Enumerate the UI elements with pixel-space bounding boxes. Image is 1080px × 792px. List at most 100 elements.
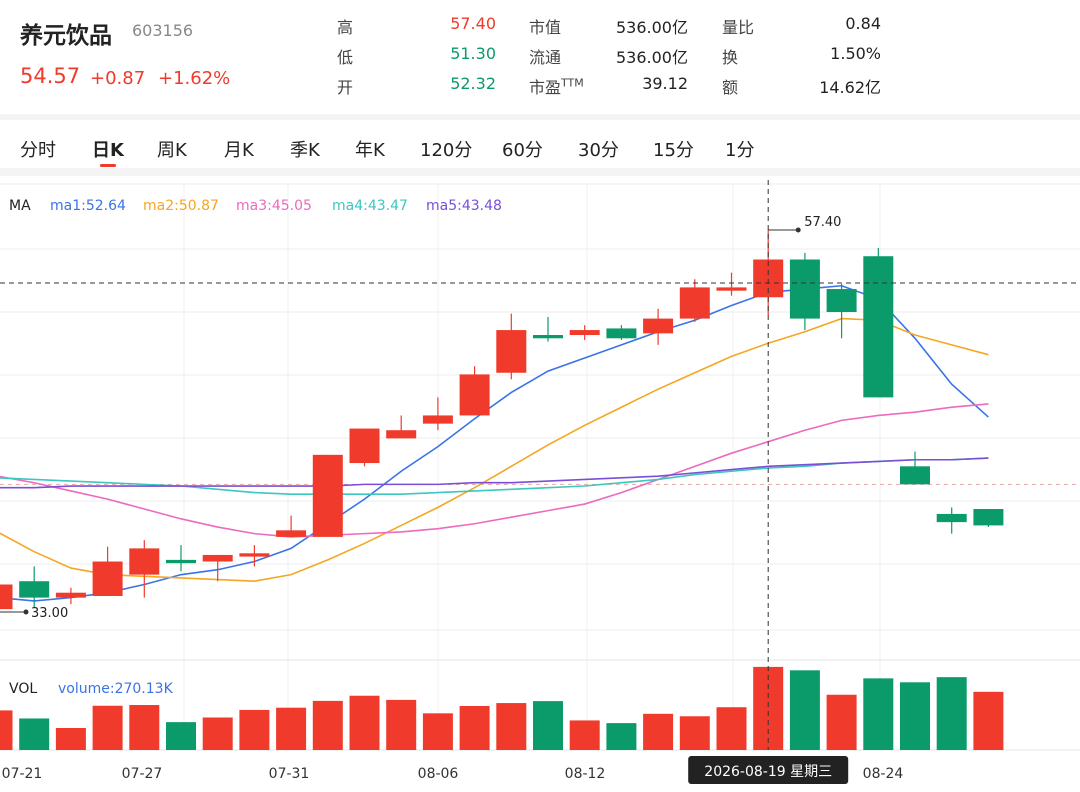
tab-daily-k[interactable]: 日K (92, 140, 124, 161)
date-tick-label: 08-06 (418, 766, 459, 782)
quote-value-high: 57.40 (450, 14, 496, 33)
low-marker-dot (23, 609, 29, 615)
volume-bar (202, 717, 233, 750)
ma-legend-item: ma1:52.64 (50, 198, 126, 214)
volume-bar (0, 710, 13, 750)
volume-bar (606, 723, 637, 750)
candle-body (129, 548, 160, 575)
vol-legend-value: volume:270.13K (58, 681, 173, 697)
quote-label-pe: 市盈TTM (529, 74, 584, 98)
candle-body (55, 592, 86, 598)
tab-monthly-k[interactable]: 月K (224, 140, 254, 161)
quote-header: 养元饮品 603156 54.57 +0.87 +1.62% 高 57.40 低… (0, 0, 1080, 114)
tab-yearly-k[interactable]: 年K (355, 140, 385, 161)
ma-legend-item: ma5:43.48 (426, 198, 502, 214)
candle-body (276, 530, 307, 537)
tab-1min[interactable]: 1分 (725, 140, 755, 161)
quote-label-float-cap: 流通 (529, 48, 562, 67)
volume-bar (753, 666, 784, 750)
volume-bar (533, 701, 563, 750)
candle-body (312, 454, 343, 537)
vol-legend-title: VOL (9, 681, 38, 697)
tab-weekly-k[interactable]: 周K (157, 140, 187, 161)
volume-bar (973, 691, 1004, 750)
ma-legend-item: ma4:43.47 (332, 198, 408, 214)
quote-value-turnover: 1.50% (830, 44, 881, 63)
quote-value-volume-ratio: 0.84 (845, 14, 881, 33)
volume-bar (716, 707, 747, 750)
candle-body (789, 259, 820, 319)
ma4-line (0, 457, 989, 496)
date-tick-label: 07-21 (2, 766, 43, 782)
period-tabs: 分时 日K 周K 月K 季K 年K 120分 60分 30分 15分 1分 (0, 114, 1080, 176)
quote-value-open: 52.32 (450, 74, 496, 93)
current-price: 54.57 (20, 64, 81, 88)
volume-bar (789, 670, 820, 750)
candle-body (349, 428, 380, 464)
ma1-line (0, 284, 989, 602)
tab-120min[interactable]: 120分 (420, 140, 473, 161)
crosshair-date-label: 2026-08-19 星期三 (704, 764, 832, 780)
candle-body (239, 553, 270, 557)
candle-body (643, 318, 674, 334)
quote-value-pe: 39.12 (642, 74, 688, 93)
price-change-percent: +1.62% (158, 68, 231, 89)
volume-bar (936, 677, 967, 750)
tab-intraday[interactable]: 分时 (20, 140, 56, 161)
date-tick-label: 07-31 (269, 766, 310, 782)
active-tab-indicator (100, 164, 116, 167)
volume-bar (826, 694, 857, 750)
candle-body (900, 466, 930, 485)
stock-name: 养元饮品 (20, 23, 112, 49)
tab-60min[interactable]: 60分 (502, 140, 543, 161)
volume-bar (386, 699, 417, 750)
ma-legend-title: MA (9, 198, 31, 214)
volume-bar (900, 682, 930, 750)
date-tick-label: 08-24 (863, 766, 904, 782)
low-price-label: 33.00 (31, 606, 68, 621)
quote-label-low: 低 (337, 48, 354, 67)
quote-value-float-cap: 536.00亿 (616, 48, 688, 67)
volume-bar (55, 728, 86, 750)
candle-body (569, 330, 600, 336)
candle-body (973, 508, 1004, 526)
candle-body (496, 330, 527, 373)
candle-body (826, 289, 857, 313)
volume-bar (129, 705, 160, 750)
quote-label-open: 开 (337, 78, 354, 97)
candle-body (936, 513, 967, 523)
candle-body (92, 561, 123, 596)
date-tick-label: 07-27 (122, 766, 163, 782)
date-tick-label: 08-12 (565, 766, 606, 782)
tab-15min[interactable]: 15分 (653, 140, 694, 161)
ma-legend-item: ma2:50.87 (143, 198, 219, 214)
quote-label-high: 高 (337, 18, 354, 37)
candle-body (459, 374, 490, 416)
candle-body (716, 287, 747, 291)
candle-body (19, 581, 50, 598)
volume-bar (92, 705, 123, 750)
volume-bar (422, 713, 453, 750)
candle-body (533, 335, 563, 339)
quote-label-turnover: 换 (722, 48, 739, 67)
volume-bar (19, 718, 50, 750)
tab-quarterly-k[interactable]: 季K (290, 140, 320, 161)
quote-label-market-cap: 市值 (529, 18, 562, 37)
quote-label-volume-ratio: 量比 (722, 18, 755, 37)
quote-label-pe-ttm: TTM (561, 76, 584, 90)
tab-30min[interactable]: 30分 (578, 140, 619, 161)
volume-bar (312, 700, 343, 750)
candle-body (422, 415, 453, 424)
volume-bar (239, 709, 270, 750)
volume-bar (863, 678, 894, 750)
volume-bar (496, 703, 527, 750)
candle-body (166, 559, 196, 564)
candle-body (386, 430, 417, 439)
candle-body (202, 554, 233, 562)
volume-bar (166, 722, 196, 750)
ma-legend-item: ma3:45.05 (236, 198, 312, 214)
quote-value-low: 51.30 (450, 44, 496, 63)
volume-bar (276, 707, 307, 750)
quote-value-market-cap: 536.00亿 (616, 18, 688, 37)
